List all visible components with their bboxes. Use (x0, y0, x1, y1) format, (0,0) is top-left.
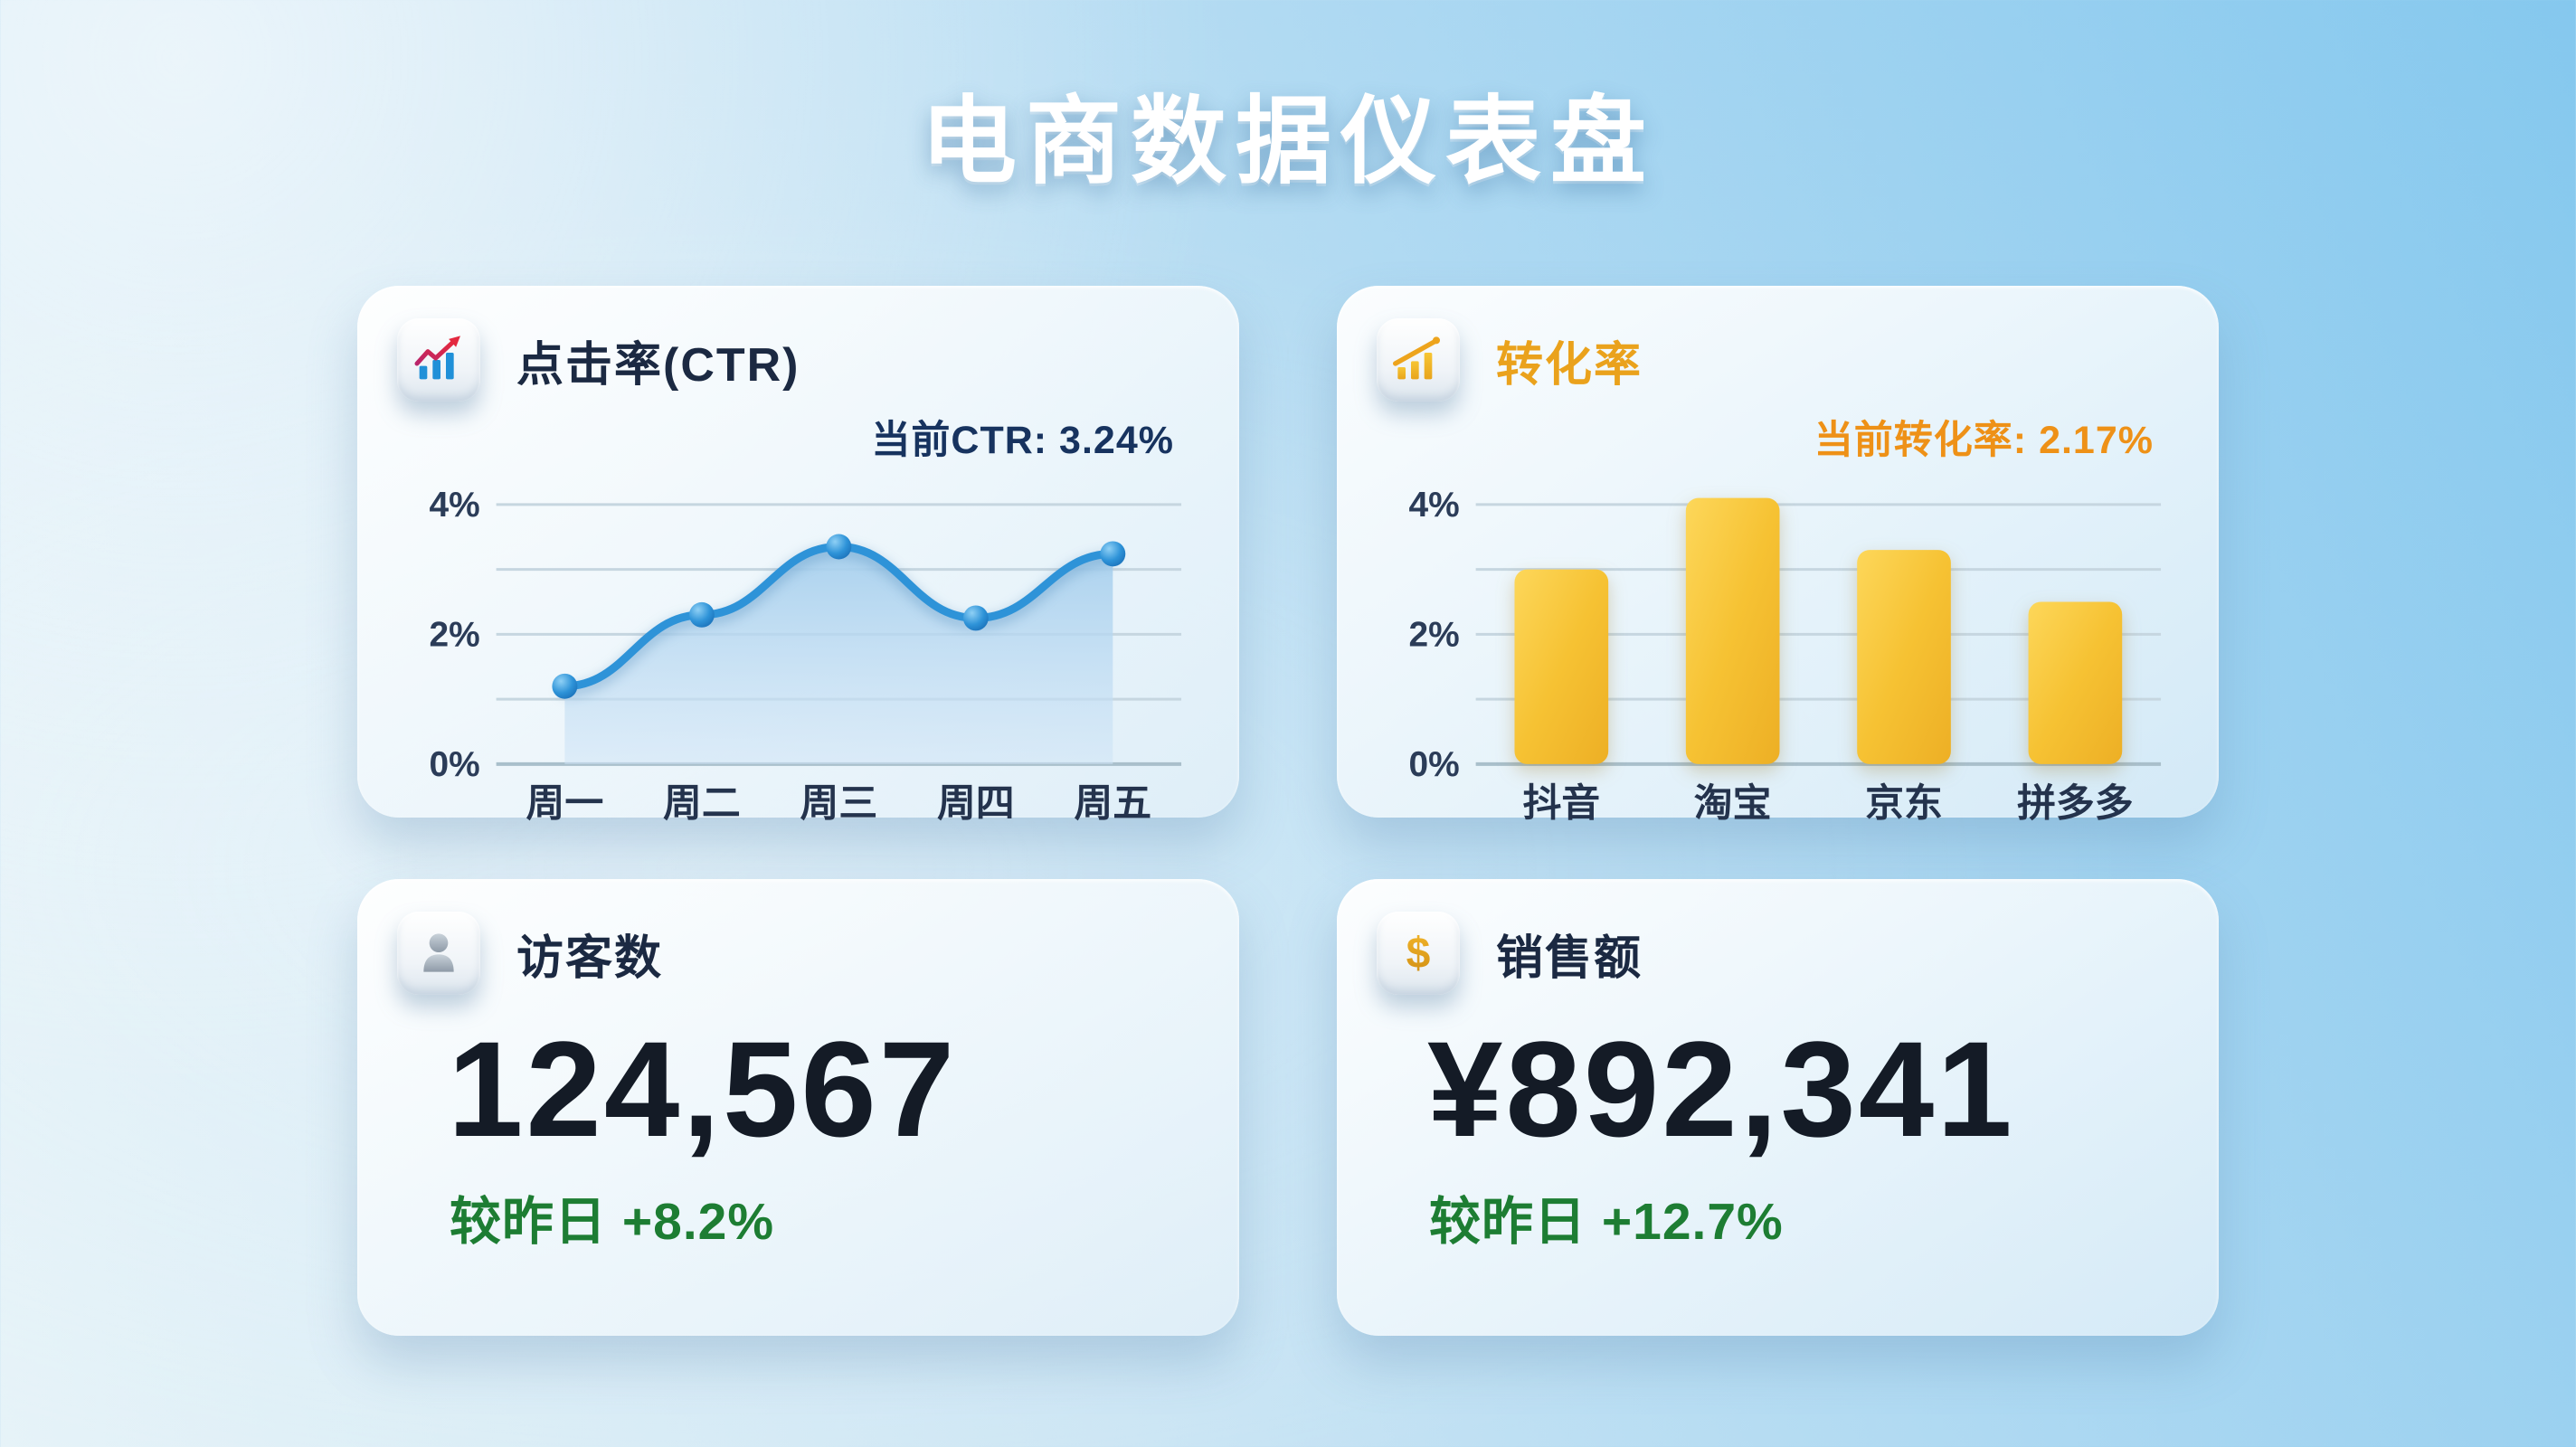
ctr-card-header: 点击率(CTR) (397, 318, 1199, 402)
ctr-current-value: 当前CTR: 3.24% (871, 419, 1174, 462)
conversion-current-value: 当前转化率: 2.17% (1814, 419, 2154, 462)
person-icon (423, 933, 454, 972)
bar-chart-rising-icon (1393, 336, 1440, 380)
ctr-icon-tile (397, 318, 480, 402)
bar-拼多多 (2028, 601, 2123, 764)
conversion-card-title: 转化率 (1496, 338, 1643, 392)
visitors-card-title: 访客数 (516, 932, 664, 985)
conversion-card: 转化率 当前转化率: 2.17% 4% 2% 0% 抖音 淘宝 京东 拼多多 (1337, 286, 2219, 826)
visitors-icon-tile (397, 912, 480, 995)
svg-text:0%: 0% (1409, 745, 1460, 784)
visitors-count: 124,567 (448, 1013, 958, 1165)
sales-icon-tile: $ (1377, 912, 1460, 995)
sales-amount: ¥892,341 (1427, 1013, 2015, 1165)
dashboard: 电商数据仪表盘 (0, 63, 2576, 1447)
svg-text:周四: 周四 (937, 782, 1015, 826)
svg-text:4%: 4% (430, 486, 480, 525)
sales-card-title: 销售额 (1496, 932, 1643, 985)
page-title: 电商数据仪表盘 (921, 89, 1655, 195)
sales-card: $ 销售额 ¥892,341 较昨日 +12.7% (1337, 879, 2219, 1336)
svg-text:周一: 周一 (526, 782, 604, 826)
sales-card-header: $ 销售额 (1377, 912, 2179, 995)
svg-text:周五: 周五 (1074, 782, 1151, 826)
conversion-bar-chart: 4% 2% 0% 抖音 淘宝 京东 拼多多 (1409, 486, 2162, 826)
svg-text:淘宝: 淘宝 (1694, 782, 1772, 826)
svg-text:$: $ (1406, 930, 1431, 978)
conversion-icon-tile (1377, 318, 1460, 402)
sales-delta: 较昨日 +12.7% (1429, 1193, 1784, 1251)
svg-text:抖音: 抖音 (1522, 782, 1600, 826)
svg-text:0%: 0% (430, 745, 480, 784)
svg-text:周三: 周三 (800, 782, 877, 826)
bar-淘宝 (1685, 497, 1780, 764)
svg-text:拼多多: 拼多多 (2017, 782, 2134, 826)
bar-chart-trend-up-icon (414, 336, 460, 380)
ctr-card-title: 点击率(CTR) (516, 338, 800, 392)
ctr-line-chart: 4% 2% 0% 周一 周二 周三 周四 周五 (430, 486, 1182, 826)
conversion-card-header: 转化率 (1377, 318, 2179, 402)
visitors-card: 访客数 124,567 较昨日 +8.2% (357, 879, 1239, 1336)
svg-text:4%: 4% (1409, 486, 1460, 525)
svg-text:2%: 2% (1409, 615, 1460, 654)
visitors-delta: 较昨日 +8.2% (450, 1193, 775, 1251)
bar-抖音 (1514, 569, 1609, 764)
svg-text:京东: 京东 (1865, 782, 1943, 826)
svg-text:周二: 周二 (663, 782, 741, 826)
dollar-icon: $ (1406, 930, 1431, 978)
visitors-card-header: 访客数 (397, 912, 1199, 995)
ctr-card: 点击率(CTR) 当前CTR: 3.24% 4% 2% 0% 周一 周二 周三 周四 周五 (357, 286, 1239, 826)
bar-京东 (1857, 550, 1951, 764)
cards-grid: 点击率(CTR) 当前CTR: 3.24% 4% 2% 0% 周一 周二 周三 周四 周五 (0, 286, 2576, 1336)
svg-text:2%: 2% (430, 615, 480, 654)
